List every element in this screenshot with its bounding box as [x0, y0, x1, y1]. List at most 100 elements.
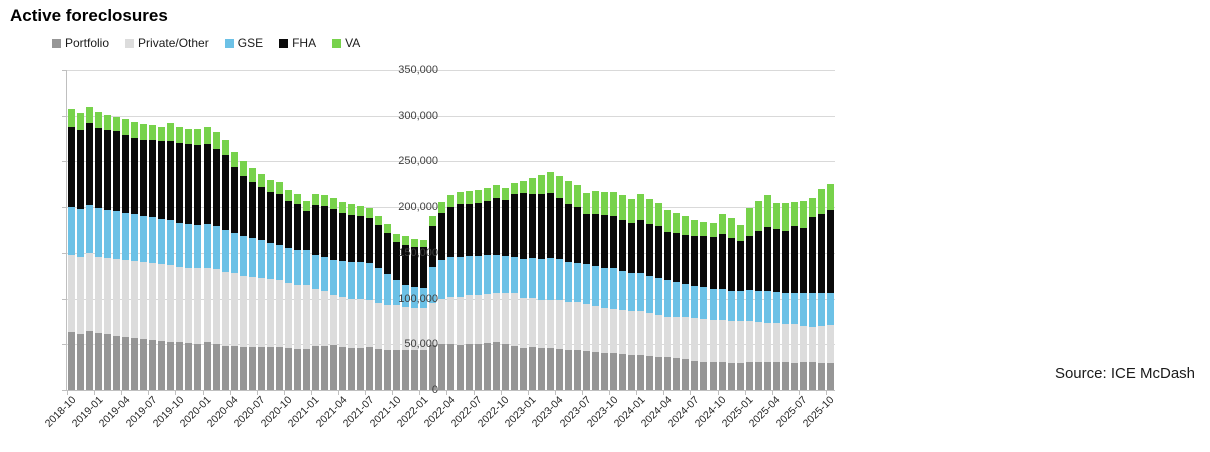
bar-2023-02 [537, 175, 545, 390]
bar-segment-fha [221, 155, 229, 231]
bar-segment-va [212, 132, 220, 149]
bar-segment-gse [221, 230, 229, 273]
bar-segment-fha [348, 214, 356, 263]
bar-segment-va [501, 187, 509, 200]
bar-segment-private-other [691, 317, 699, 361]
gridline [67, 115, 835, 117]
bar-segment-fha [122, 134, 130, 213]
bar-segment-gse [320, 256, 328, 292]
bar-segment-private-other [275, 280, 283, 348]
bar-2025-10 [826, 184, 834, 390]
y-axis-label: 250,000 [398, 155, 438, 168]
bar-segment-private-other [799, 326, 807, 362]
bar-segment-gse [826, 293, 834, 326]
bar-segment-gse [257, 240, 265, 278]
bar-segment-portfolio [95, 333, 103, 390]
bar-segment-fha [555, 198, 563, 260]
bar-segment-va [510, 182, 518, 195]
bar-2025-04 [772, 202, 780, 390]
bar-segment-gse [131, 214, 139, 262]
bar-segment-fha [203, 144, 211, 224]
bar-segment-portfolio [167, 341, 175, 390]
bar-segment-fha [601, 215, 609, 268]
bar-segment-gse [411, 286, 419, 308]
bar-segment-portfolio [754, 361, 762, 390]
bar-segment-va [700, 221, 708, 237]
bar-2021-02 [320, 195, 328, 390]
bar-segment-va [555, 176, 563, 199]
bar-segment-va [754, 200, 762, 231]
bar-segment-va [185, 128, 193, 145]
bar-segment-private-other [655, 315, 663, 358]
bar-segment-gse [655, 278, 663, 316]
bar-segment-portfolio [68, 332, 75, 390]
bar-segment-gse [239, 236, 247, 276]
bar-segment-gse [673, 282, 681, 317]
bar-segment-va [664, 209, 672, 232]
legend-item-fha: FHA [279, 36, 316, 50]
bar-segment-fha [429, 226, 437, 267]
gridline [67, 161, 835, 163]
bar-segment-portfolio [655, 357, 663, 390]
x-axis-tick [473, 391, 475, 395]
bar-segment-va [592, 190, 600, 214]
bar-segment-gse [790, 293, 798, 325]
bar-segment-fha [727, 238, 735, 292]
bar-segment-private-other [393, 304, 401, 350]
bar-2021-04 [339, 201, 347, 390]
bar-2023-04 [555, 176, 563, 390]
bar-segment-private-other [77, 257, 85, 335]
y-axis-label: 300,000 [398, 109, 438, 122]
bar-segment-fha [366, 218, 374, 263]
bar-2024-07 [691, 219, 699, 390]
bar-segment-va [302, 200, 310, 211]
bar-2023-01 [528, 177, 536, 390]
x-axis-tick [283, 391, 285, 395]
bar-segment-gse [176, 222, 184, 267]
bar-segment-private-other [537, 299, 545, 348]
bar-segment-private-other [221, 272, 229, 347]
bar-segment-fha [239, 176, 247, 237]
bar-segment-portfolio [583, 350, 590, 390]
bar-segment-portfolio [619, 354, 627, 390]
legend-item-gse: GSE [224, 36, 263, 50]
y-axis-tick [62, 298, 67, 300]
y-axis-label: 200,000 [398, 201, 438, 214]
bar-segment-private-other [284, 283, 292, 348]
bar-segment-gse [348, 262, 356, 299]
bar-segment-fha [465, 203, 473, 256]
x-axis-tick [690, 391, 692, 395]
bar-2019-04 [122, 119, 130, 390]
bar-segment-portfolio [564, 349, 572, 390]
x-axis-tick [229, 391, 231, 395]
bar-segment-fha [194, 145, 202, 225]
bar-segment-fha [510, 194, 518, 258]
bar-segment-va [727, 218, 735, 239]
bar-segment-portfolio [194, 344, 202, 390]
bar-segment-va [610, 191, 618, 217]
bar-segment-gse [501, 255, 509, 294]
bar-segment-gse [185, 223, 193, 268]
bar-segment-portfolio [293, 348, 301, 390]
bar-segment-gse [546, 258, 554, 300]
x-axis-tick [67, 391, 68, 395]
bar-2023-10 [610, 191, 618, 390]
bar-segment-va [637, 194, 645, 220]
bar-segment-fha [284, 200, 292, 249]
bar-2020-10 [284, 189, 292, 390]
bar-2022-10 [501, 187, 509, 390]
bar-segment-fha [230, 166, 238, 233]
bar-segment-va [709, 222, 717, 238]
bar-2025-06 [790, 201, 798, 390]
bar-2021-03 [330, 198, 338, 390]
bar-segment-portfolio [573, 349, 581, 390]
bar-segment-private-other [113, 259, 121, 337]
bar-segment-portfolio [384, 349, 392, 390]
bar-segment-private-other [411, 307, 419, 350]
bar-segment-portfolio [763, 361, 771, 390]
bar-segment-fha [275, 194, 283, 245]
bar-segment-fha [619, 219, 627, 272]
bar-segment-fha [357, 216, 365, 263]
bar-segment-private-other [555, 300, 563, 349]
bar-segment-private-other [646, 313, 654, 357]
